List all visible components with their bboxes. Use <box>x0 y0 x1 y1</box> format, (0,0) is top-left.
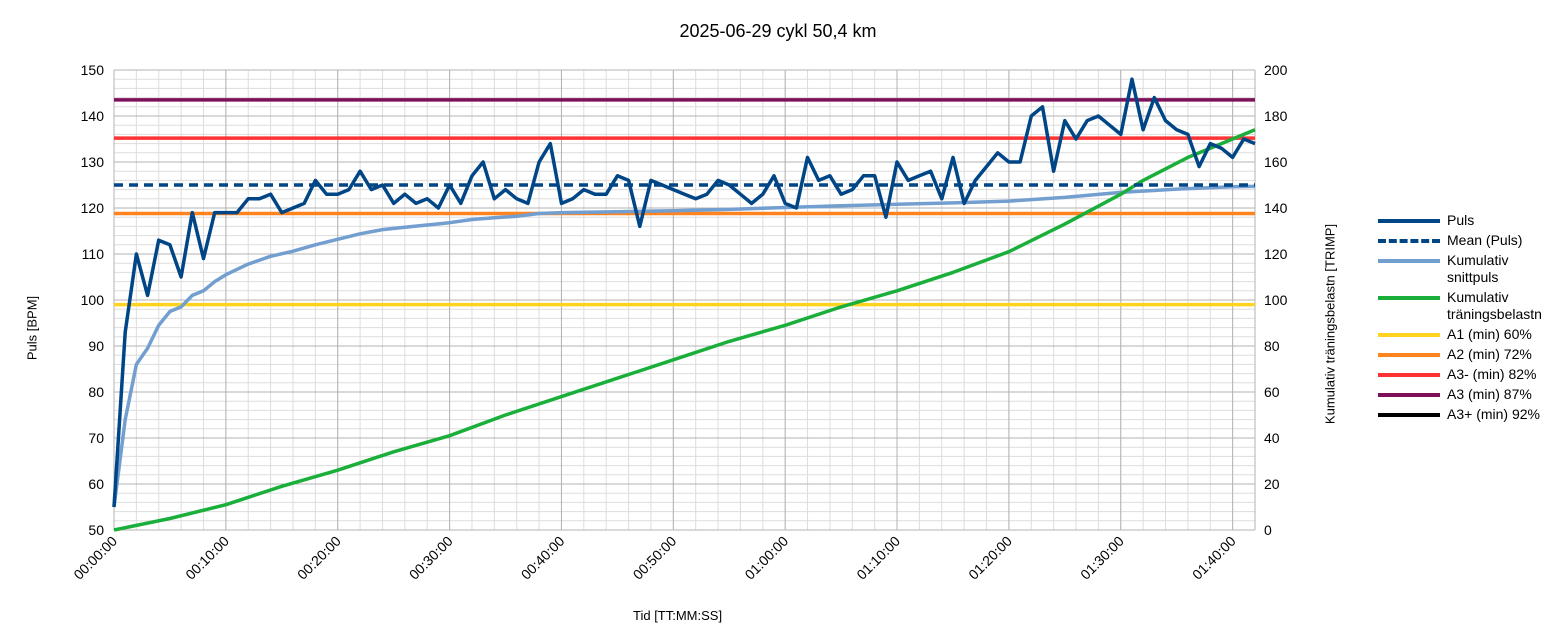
y-tick-label: 80 <box>88 384 104 400</box>
y2-tick-label: 40 <box>1264 430 1280 446</box>
y2-tick-label: 20 <box>1264 476 1280 492</box>
x-tick-label: 01:20:00 <box>965 533 1015 583</box>
y2-tick-label: 160 <box>1264 154 1288 170</box>
y2-tick-label: 60 <box>1264 384 1280 400</box>
series-layer <box>112 77 1256 532</box>
y-tick-label: 130 <box>81 154 105 170</box>
legend-item: Kumulativ snittpuls <box>1378 252 1556 286</box>
x-tick-label: 00:40:00 <box>518 533 568 583</box>
x-tick-label: 01:40:00 <box>1189 533 1239 583</box>
y-tick-label: 100 <box>81 292 105 308</box>
y2-tick-label: 100 <box>1264 292 1288 308</box>
series-line-puls <box>112 77 1256 508</box>
x-tick-label: 01:30:00 <box>1077 533 1127 583</box>
x-axis-ticks: 00:00:00 00:10:00 00:20:00 00:30:00 00:40:00… <box>70 533 1239 583</box>
y-tick-label: 60 <box>88 476 104 492</box>
legend-swatch <box>1378 413 1440 417</box>
series-line-kumulativ-tr-ningsbelastn <box>113 128 1256 532</box>
legend-swatch <box>1378 393 1440 397</box>
y-tick-label: 120 <box>81 200 105 216</box>
legend-item: A3 (min) 87% <box>1378 386 1556 403</box>
legend-item: A3- (min) 82% <box>1378 366 1556 383</box>
legend-swatch <box>1378 353 1440 357</box>
series-line-kumulativ-snittpuls <box>112 184 1256 508</box>
legend-item: Puls <box>1378 212 1556 229</box>
legend-label: Puls <box>1447 212 1475 228</box>
legend-label: A1 (min) 60% <box>1447 326 1532 342</box>
legend-swatch <box>1378 296 1440 300</box>
legend-swatch <box>1378 259 1440 263</box>
y2-tick-label: 0 <box>1264 522 1272 538</box>
legend-label: Kumulativ snittpuls <box>1447 252 1509 285</box>
y-tick-label: 110 <box>82 246 105 262</box>
legend-swatch <box>1378 333 1440 337</box>
x-tick-label: 00:30:00 <box>406 533 456 583</box>
legend-item: Mean (Puls) <box>1378 232 1556 249</box>
legend-swatch <box>1378 373 1440 377</box>
y2-tick-label: 180 <box>1264 108 1288 124</box>
y-axis-ticks: 50 60 70 80 90 100 110 120 130 140 150 <box>81 62 105 538</box>
legend-label: A3- (min) 82% <box>1447 366 1537 382</box>
x-tick-label: 00:10:00 <box>182 533 232 583</box>
y-tick-label: 90 <box>88 338 104 354</box>
x-tick-label: 01:10:00 <box>853 533 903 583</box>
y2-tick-label: 140 <box>1264 200 1288 216</box>
y2-tick-label: 120 <box>1264 246 1288 262</box>
legend-swatch <box>1378 219 1440 223</box>
legend-item: A1 (min) 60% <box>1378 326 1556 343</box>
legend-label: Mean (Puls) <box>1447 232 1523 248</box>
legend-swatch <box>1378 239 1440 243</box>
y2-axis-ticks: 0 20 40 60 80 100 120 140 160 180 200 <box>1264 62 1288 538</box>
x-tick-label: 00:00:00 <box>70 533 120 583</box>
y-tick-label: 50 <box>88 522 104 538</box>
x-tick-label: 00:50:00 <box>630 533 680 583</box>
legend-label: A3+ (min) 92% <box>1447 406 1540 422</box>
x-tick-label: 01:00:00 <box>741 533 791 583</box>
legend-label: A3 (min) 87% <box>1447 386 1532 402</box>
legend-item: A2 (min) 72% <box>1378 346 1556 363</box>
legend-item: A3+ (min) 92% <box>1378 406 1556 423</box>
major-grid <box>113 69 1256 531</box>
legend-item: Kumulativ träningsbelastn <box>1378 289 1556 323</box>
y-tick-label: 150 <box>81 62 105 78</box>
y2-tick-label: 80 <box>1264 338 1280 354</box>
x-tick-label: 00:20:00 <box>294 533 344 583</box>
legend: Puls Mean (Puls) Kumulativ snittpuls Kumula… <box>1378 212 1556 426</box>
y-tick-label: 70 <box>88 430 104 446</box>
legend-label: Kumulativ träningsbelastn <box>1447 289 1542 322</box>
y-tick-label: 140 <box>81 108 105 124</box>
y2-tick-label: 200 <box>1264 62 1288 78</box>
x-axis-title: Tid [TT:MM:SS] <box>633 608 723 623</box>
legend-label: A2 (min) 72% <box>1447 346 1532 362</box>
chart-title: 2025-06-29 cykl 50,4 km <box>679 21 877 41</box>
